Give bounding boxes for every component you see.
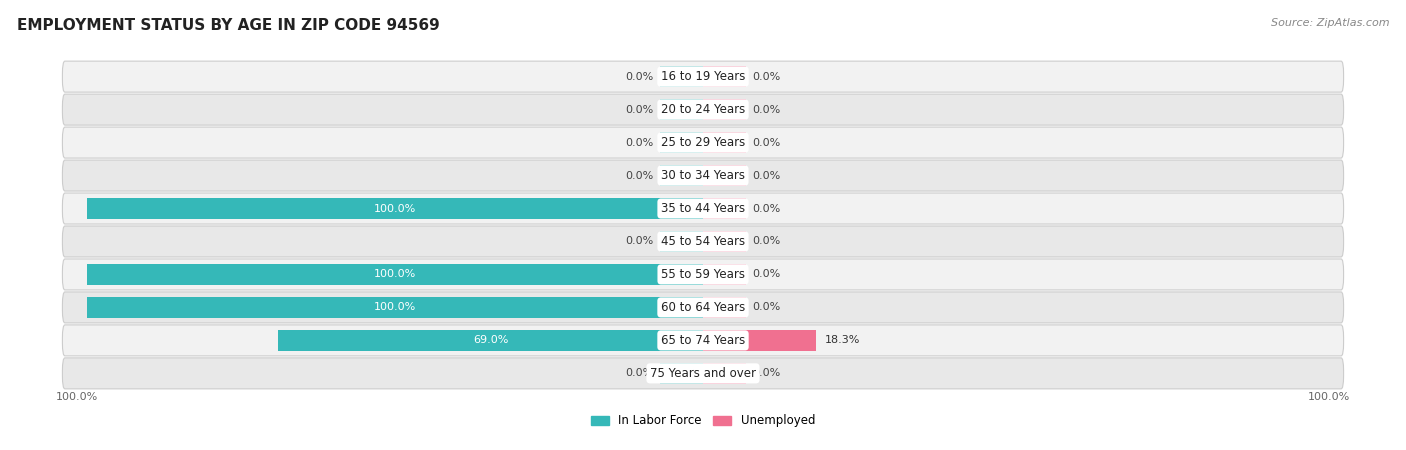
Text: EMPLOYMENT STATUS BY AGE IN ZIP CODE 94569: EMPLOYMENT STATUS BY AGE IN ZIP CODE 945… bbox=[17, 18, 440, 33]
Legend: In Labor Force, Unemployed: In Labor Force, Unemployed bbox=[586, 410, 820, 432]
Bar bbox=[703, 264, 747, 285]
Text: 0.0%: 0.0% bbox=[752, 104, 780, 115]
Text: 0.0%: 0.0% bbox=[752, 237, 780, 247]
Bar bbox=[659, 132, 703, 153]
Text: 0.0%: 0.0% bbox=[752, 138, 780, 148]
FancyBboxPatch shape bbox=[62, 259, 1344, 290]
Text: 30 to 34 Years: 30 to 34 Years bbox=[661, 169, 745, 182]
Bar bbox=[87, 198, 703, 219]
Text: 18.3%: 18.3% bbox=[825, 335, 860, 346]
Bar bbox=[659, 363, 703, 383]
Text: 45 to 54 Years: 45 to 54 Years bbox=[661, 235, 745, 248]
Text: 0.0%: 0.0% bbox=[626, 171, 654, 180]
Bar bbox=[703, 363, 747, 383]
Text: 35 to 44 Years: 35 to 44 Years bbox=[661, 202, 745, 215]
Text: 0.0%: 0.0% bbox=[752, 203, 780, 213]
Bar bbox=[703, 198, 747, 219]
Text: 100.0%: 100.0% bbox=[374, 302, 416, 312]
Text: 100.0%: 100.0% bbox=[56, 392, 98, 401]
FancyBboxPatch shape bbox=[62, 325, 1344, 356]
Bar bbox=[87, 297, 703, 318]
Bar bbox=[703, 330, 815, 351]
Text: 0.0%: 0.0% bbox=[752, 270, 780, 279]
Text: 25 to 29 Years: 25 to 29 Years bbox=[661, 136, 745, 149]
Bar bbox=[703, 297, 747, 318]
FancyBboxPatch shape bbox=[62, 292, 1344, 323]
Text: 0.0%: 0.0% bbox=[626, 369, 654, 378]
Bar bbox=[659, 165, 703, 186]
Text: 65 to 74 Years: 65 to 74 Years bbox=[661, 334, 745, 347]
Text: 55 to 59 Years: 55 to 59 Years bbox=[661, 268, 745, 281]
Text: 0.0%: 0.0% bbox=[752, 369, 780, 378]
FancyBboxPatch shape bbox=[62, 160, 1344, 191]
Text: 0.0%: 0.0% bbox=[626, 72, 654, 81]
Bar bbox=[703, 231, 747, 252]
Bar bbox=[659, 67, 703, 87]
Text: 20 to 24 Years: 20 to 24 Years bbox=[661, 103, 745, 116]
Text: 16 to 19 Years: 16 to 19 Years bbox=[661, 70, 745, 83]
FancyBboxPatch shape bbox=[62, 61, 1344, 92]
Bar bbox=[703, 165, 747, 186]
FancyBboxPatch shape bbox=[62, 226, 1344, 257]
Text: 75 Years and over: 75 Years and over bbox=[650, 367, 756, 380]
Text: 0.0%: 0.0% bbox=[752, 302, 780, 312]
Text: 69.0%: 69.0% bbox=[472, 335, 508, 346]
FancyBboxPatch shape bbox=[62, 358, 1344, 389]
Text: 0.0%: 0.0% bbox=[626, 138, 654, 148]
Bar bbox=[278, 330, 703, 351]
Text: 100.0%: 100.0% bbox=[374, 203, 416, 213]
Text: 0.0%: 0.0% bbox=[752, 171, 780, 180]
Bar bbox=[87, 264, 703, 285]
Bar bbox=[659, 231, 703, 252]
Text: Source: ZipAtlas.com: Source: ZipAtlas.com bbox=[1271, 18, 1389, 28]
Text: 0.0%: 0.0% bbox=[752, 72, 780, 81]
FancyBboxPatch shape bbox=[62, 94, 1344, 125]
Bar bbox=[659, 99, 703, 120]
Text: 0.0%: 0.0% bbox=[626, 237, 654, 247]
Text: 100.0%: 100.0% bbox=[374, 270, 416, 279]
Bar bbox=[703, 99, 747, 120]
Text: 0.0%: 0.0% bbox=[626, 104, 654, 115]
Text: 60 to 64 Years: 60 to 64 Years bbox=[661, 301, 745, 314]
Bar bbox=[703, 132, 747, 153]
Bar bbox=[703, 67, 747, 87]
Text: 100.0%: 100.0% bbox=[1308, 392, 1350, 401]
FancyBboxPatch shape bbox=[62, 127, 1344, 158]
FancyBboxPatch shape bbox=[62, 193, 1344, 224]
